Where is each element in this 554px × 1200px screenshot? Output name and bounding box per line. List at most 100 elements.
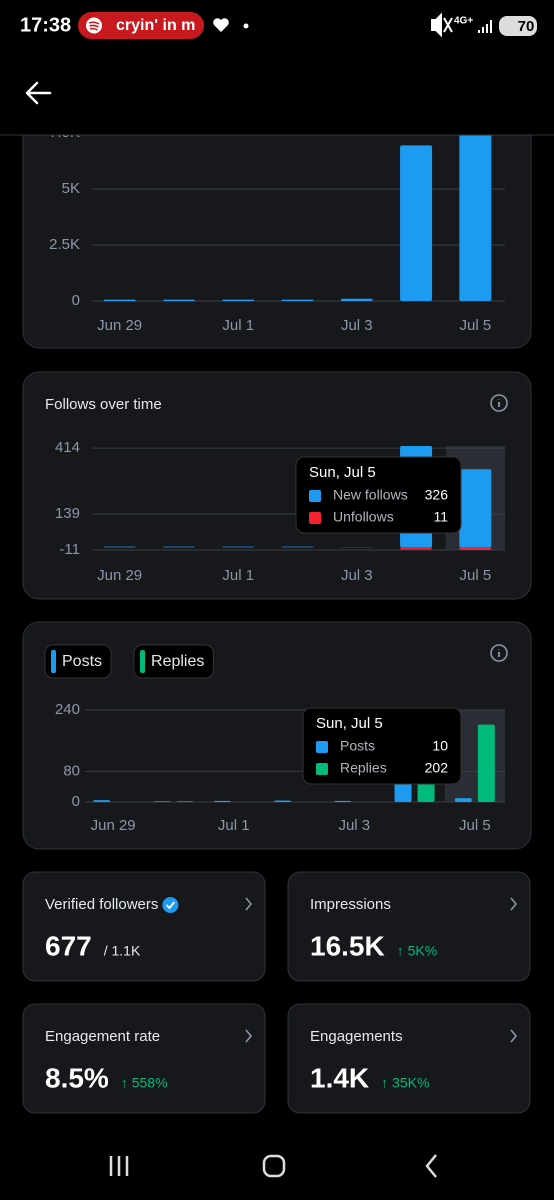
metric-change: ↑ 35K%	[381, 1075, 429, 1091]
bar	[459, 469, 492, 548]
bar	[400, 145, 433, 301]
tooltip-swatch	[316, 741, 328, 753]
metric-label: Impressions	[310, 896, 391, 913]
status-time: 17:38	[20, 14, 71, 36]
tooltip-title: Sun, Jul 5	[309, 464, 376, 481]
bar	[459, 547, 492, 550]
signal-icon	[478, 20, 492, 33]
bar	[400, 547, 433, 550]
verified-badge	[162, 897, 179, 913]
metric-value: 1.4K	[310, 1062, 369, 1093]
bar	[213, 800, 231, 802]
bar	[162, 299, 195, 301]
metric-card[interactable]	[287, 1003, 531, 1114]
spotify-waves	[88, 21, 100, 31]
tooltip	[295, 456, 462, 534]
metric-total: / 1.1K	[104, 943, 141, 959]
tooltip-swatch	[316, 763, 328, 775]
tooltip-label: Posts	[340, 738, 375, 754]
x-tick-label: Jul 1	[222, 317, 254, 334]
tooltip-value: 11	[433, 509, 448, 525]
bar	[340, 298, 373, 301]
y-tick-label: 414	[55, 439, 80, 456]
tooltip-swatch	[309, 512, 321, 524]
x-tick-label: Jun 29	[91, 817, 136, 834]
bar	[274, 800, 291, 802]
x-tick-label: Jul 1	[222, 567, 254, 584]
tooltip-label: Replies	[340, 760, 387, 776]
heart-icon	[213, 18, 229, 32]
metric-change: ↑ 5K%	[397, 943, 437, 959]
x-tick-label: Jul 5	[460, 567, 492, 584]
tooltip-label: New follows	[333, 487, 408, 503]
y-tick-label: 5K	[62, 180, 80, 197]
tooltip	[302, 707, 462, 785]
metric-card[interactable]	[22, 871, 266, 982]
metric-label: Engagements	[310, 1028, 403, 1045]
x-tick-label: Jul 1	[218, 817, 250, 834]
legend-label: Posts	[62, 653, 102, 670]
metric-label: Verified followers	[45, 896, 158, 913]
x-tick-label: Jul 5	[460, 317, 492, 334]
metric-card[interactable]	[287, 871, 531, 982]
dot-icon	[243, 23, 249, 29]
bar	[103, 299, 136, 301]
info-icon[interactable]	[490, 394, 508, 412]
tooltip-swatch	[309, 490, 321, 502]
media-pill[interactable]	[78, 12, 204, 39]
back-button[interactable]	[25, 81, 52, 105]
bar	[281, 299, 314, 301]
nav-back-button[interactable]	[425, 1154, 437, 1178]
bar	[153, 801, 171, 802]
y-tick-label: 80	[63, 762, 80, 779]
legend-swatch	[51, 650, 56, 673]
bar	[281, 546, 314, 548]
metric-value: 16.5K	[310, 930, 385, 961]
bar	[103, 546, 136, 548]
bar	[334, 800, 352, 802]
legend-button[interactable]	[44, 644, 112, 679]
x-tick-label: Jul 3	[341, 317, 373, 334]
home-button[interactable]	[262, 1154, 286, 1178]
legend-swatch	[140, 650, 146, 673]
bar	[162, 546, 195, 548]
verified-check	[165, 901, 176, 910]
metric-label: Engagement rate	[45, 1028, 160, 1045]
x-tick-label: Jun 29	[97, 317, 142, 334]
y-tick-label: 139	[55, 505, 80, 522]
metric-value: 677	[45, 930, 92, 961]
tooltip-value: 10	[432, 738, 448, 754]
legend-button[interactable]	[133, 644, 214, 679]
chart-title: Follows over time	[45, 396, 162, 413]
chevron	[245, 1029, 253, 1043]
chevron	[245, 897, 253, 911]
x-tick-label: Jul 5	[459, 817, 491, 834]
mute-icon	[431, 12, 453, 38]
network-type: 4G+	[454, 16, 473, 27]
battery-level: 70	[518, 18, 535, 35]
legend-label: Replies	[151, 653, 204, 670]
y-tick-label: 0	[72, 292, 80, 309]
tooltip-value: 202	[425, 760, 449, 776]
bar	[394, 781, 412, 802]
info-icon[interactable]	[490, 644, 508, 662]
y-tick-label: 0	[72, 793, 80, 810]
bar	[222, 299, 255, 301]
x-tick-label: Jun 29	[97, 567, 142, 584]
chevron	[510, 1029, 518, 1043]
y-tick-label: 240	[55, 701, 80, 718]
tooltip-label: Unfollows	[333, 509, 394, 525]
chevron	[510, 897, 518, 911]
bar	[417, 781, 435, 802]
metric-card[interactable]	[22, 1003, 266, 1114]
nav-bar	[109, 1154, 437, 1178]
metric-value: 8.5%	[45, 1062, 109, 1093]
bar	[459, 126, 492, 301]
bar	[93, 800, 111, 802]
recents-button[interactable]	[109, 1156, 129, 1176]
x-tick-label: Jul 3	[341, 567, 373, 584]
y-tick-label: 2.5K	[49, 236, 80, 253]
bar	[454, 798, 472, 802]
